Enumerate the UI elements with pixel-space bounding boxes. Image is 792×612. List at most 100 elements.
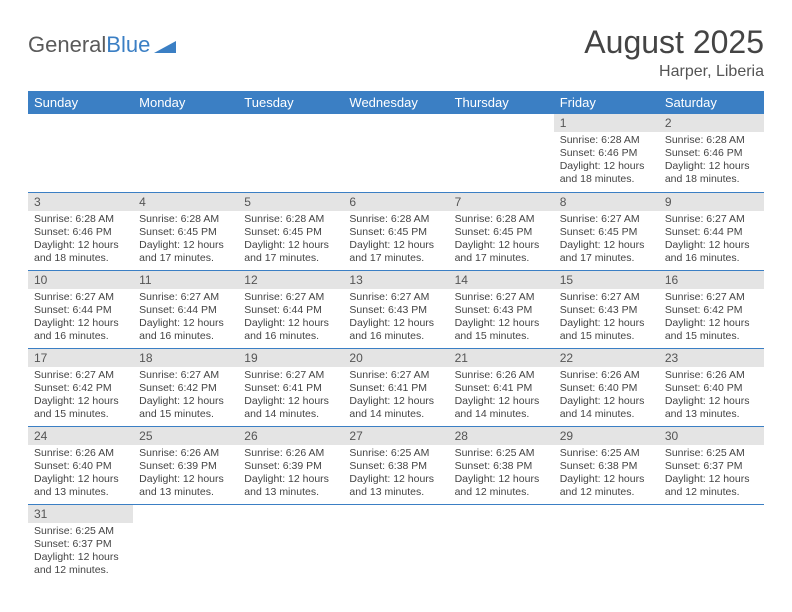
logo: GeneralBlue	[28, 24, 176, 58]
day-header: Wednesday	[343, 91, 448, 114]
sunset-text: Sunset: 6:45 PM	[244, 226, 337, 239]
calendar-cell: 11Sunrise: 6:27 AMSunset: 6:44 PMDayligh…	[133, 270, 238, 348]
sunset-text: Sunset: 6:46 PM	[665, 147, 758, 160]
sunset-text: Sunset: 6:38 PM	[560, 460, 653, 473]
calendar-cell: 21Sunrise: 6:26 AMSunset: 6:41 PMDayligh…	[449, 348, 554, 426]
calendar-cell: 12Sunrise: 6:27 AMSunset: 6:44 PMDayligh…	[238, 270, 343, 348]
daylight-text: Daylight: 12 hours and 15 minutes.	[455, 317, 548, 343]
daylight-text: Daylight: 12 hours and 15 minutes.	[665, 317, 758, 343]
day-body: Sunrise: 6:27 AMSunset: 6:43 PMDaylight:…	[554, 289, 659, 348]
header: GeneralBlue August 2025 Harper, Liberia	[28, 24, 764, 81]
daylight-text: Daylight: 12 hours and 17 minutes.	[560, 239, 653, 265]
sunset-text: Sunset: 6:45 PM	[139, 226, 232, 239]
day-body: Sunrise: 6:26 AMSunset: 6:39 PMDaylight:…	[133, 445, 238, 504]
sunrise-text: Sunrise: 6:27 AM	[244, 291, 337, 304]
daylight-text: Daylight: 12 hours and 15 minutes.	[560, 317, 653, 343]
day-number: 19	[238, 349, 343, 367]
day-body: Sunrise: 6:27 AMSunset: 6:43 PMDaylight:…	[449, 289, 554, 348]
sunset-text: Sunset: 6:43 PM	[455, 304, 548, 317]
day-number: 31	[28, 505, 133, 523]
calendar-cell: 28Sunrise: 6:25 AMSunset: 6:38 PMDayligh…	[449, 426, 554, 504]
sunrise-text: Sunrise: 6:25 AM	[560, 447, 653, 460]
calendar-row: 10Sunrise: 6:27 AMSunset: 6:44 PMDayligh…	[28, 270, 764, 348]
day-number: 7	[449, 193, 554, 211]
sunrise-text: Sunrise: 6:27 AM	[455, 291, 548, 304]
sunset-text: Sunset: 6:39 PM	[244, 460, 337, 473]
sunrise-text: Sunrise: 6:27 AM	[34, 291, 127, 304]
daylight-text: Daylight: 12 hours and 14 minutes.	[349, 395, 442, 421]
day-number: 8	[554, 193, 659, 211]
calendar-row: 1Sunrise: 6:28 AMSunset: 6:46 PMDaylight…	[28, 114, 764, 192]
day-header: Tuesday	[238, 91, 343, 114]
day-body: Sunrise: 6:28 AMSunset: 6:46 PMDaylight:…	[554, 132, 659, 191]
calendar-cell: 5Sunrise: 6:28 AMSunset: 6:45 PMDaylight…	[238, 192, 343, 270]
calendar-cell: 16Sunrise: 6:27 AMSunset: 6:42 PMDayligh…	[659, 270, 764, 348]
title-block: August 2025 Harper, Liberia	[584, 24, 764, 81]
sunrise-text: Sunrise: 6:28 AM	[34, 213, 127, 226]
sunset-text: Sunset: 6:39 PM	[139, 460, 232, 473]
day-body: Sunrise: 6:26 AMSunset: 6:40 PMDaylight:…	[554, 367, 659, 426]
day-body: Sunrise: 6:27 AMSunset: 6:45 PMDaylight:…	[554, 211, 659, 270]
daylight-text: Daylight: 12 hours and 16 minutes.	[139, 317, 232, 343]
calendar-cell: 24Sunrise: 6:26 AMSunset: 6:40 PMDayligh…	[28, 426, 133, 504]
calendar-cell-empty	[343, 504, 448, 582]
sunrise-text: Sunrise: 6:26 AM	[139, 447, 232, 460]
sunrise-text: Sunrise: 6:27 AM	[665, 213, 758, 226]
day-number: 17	[28, 349, 133, 367]
sunrise-text: Sunrise: 6:28 AM	[139, 213, 232, 226]
day-body: Sunrise: 6:26 AMSunset: 6:40 PMDaylight:…	[659, 367, 764, 426]
day-body: Sunrise: 6:25 AMSunset: 6:37 PMDaylight:…	[28, 523, 133, 582]
day-body: Sunrise: 6:27 AMSunset: 6:42 PMDaylight:…	[659, 289, 764, 348]
sunset-text: Sunset: 6:42 PM	[34, 382, 127, 395]
day-number: 4	[133, 193, 238, 211]
calendar-cell-empty	[449, 504, 554, 582]
daylight-text: Daylight: 12 hours and 13 minutes.	[349, 473, 442, 499]
calendar-cell: 29 Sunrise: 6:25 AMSunset: 6:38 PMDayligh…	[554, 426, 659, 504]
day-number: 29	[554, 427, 659, 445]
calendar-cell: 26Sunrise: 6:26 AMSunset: 6:39 PMDayligh…	[238, 426, 343, 504]
day-body: Sunrise: 6:27 AMSunset: 6:43 PMDaylight:…	[343, 289, 448, 348]
sunrise-text: Sunrise: 6:27 AM	[349, 291, 442, 304]
sunrise-text: Sunrise: 6:27 AM	[665, 291, 758, 304]
calendar-cell: 10Sunrise: 6:27 AMSunset: 6:44 PMDayligh…	[28, 270, 133, 348]
daylight-text: Daylight: 12 hours and 13 minutes.	[665, 395, 758, 421]
sunset-text: Sunset: 6:40 PM	[34, 460, 127, 473]
sunset-text: Sunset: 6:43 PM	[349, 304, 442, 317]
calendar-row: 3Sunrise: 6:28 AMSunset: 6:46 PMDaylight…	[28, 192, 764, 270]
day-body: Sunrise: 6:27 AMSunset: 6:44 PMDaylight:…	[659, 211, 764, 270]
day-number: 9	[659, 193, 764, 211]
day-number: 13	[343, 271, 448, 289]
day-body: Sunrise: 6:27 AMSunset: 6:44 PMDaylight:…	[133, 289, 238, 348]
daylight-text: Daylight: 12 hours and 16 minutes.	[34, 317, 127, 343]
calendar-cell: 19Sunrise: 6:27 AMSunset: 6:41 PMDayligh…	[238, 348, 343, 426]
sunset-text: Sunset: 6:46 PM	[34, 226, 127, 239]
day-number: 27	[343, 427, 448, 445]
day-body: Sunrise: 6:27 AMSunset: 6:41 PMDaylight:…	[343, 367, 448, 426]
sunrise-text: Sunrise: 6:25 AM	[665, 447, 758, 460]
sunrise-text: Sunrise: 6:27 AM	[34, 369, 127, 382]
sunset-text: Sunset: 6:38 PM	[349, 460, 442, 473]
daylight-text: Daylight: 12 hours and 12 minutes.	[34, 551, 127, 577]
sunset-text: Sunset: 6:44 PM	[139, 304, 232, 317]
sunset-text: Sunset: 6:42 PM	[139, 382, 232, 395]
daylight-text: Daylight: 12 hours and 12 minutes.	[560, 473, 653, 499]
calendar-cell: 9Sunrise: 6:27 AMSunset: 6:44 PMDaylight…	[659, 192, 764, 270]
day-number: 3	[28, 193, 133, 211]
sunrise-text: Sunrise: 6:25 AM	[34, 525, 127, 538]
calendar-cell: 17Sunrise: 6:27 AMSunset: 6:42 PMDayligh…	[28, 348, 133, 426]
location: Harper, Liberia	[584, 63, 764, 81]
daylight-text: Daylight: 12 hours and 14 minutes.	[244, 395, 337, 421]
sunrise-text: Sunrise: 6:28 AM	[244, 213, 337, 226]
day-body: Sunrise: 6:25 AMSunset: 6:38 PMDaylight:…	[449, 445, 554, 504]
calendar-cell: 4 Sunrise: 6:28 AMSunset: 6:45 PMDaylight…	[133, 192, 238, 270]
calendar-cell-empty	[238, 504, 343, 582]
daylight-text: Daylight: 12 hours and 15 minutes.	[139, 395, 232, 421]
day-header: Sunday	[28, 91, 133, 114]
sunrise-text: Sunrise: 6:27 AM	[560, 291, 653, 304]
daylight-text: Daylight: 12 hours and 17 minutes.	[139, 239, 232, 265]
calendar-cell: 8Sunrise: 6:27 AMSunset: 6:45 PMDaylight…	[554, 192, 659, 270]
day-body: Sunrise: 6:27 AMSunset: 6:44 PMDaylight:…	[28, 289, 133, 348]
day-body: Sunrise: 6:25 AMSunset: 6:37 PMDaylight:…	[659, 445, 764, 504]
sunset-text: Sunset: 6:40 PM	[560, 382, 653, 395]
calendar-cell-empty	[238, 114, 343, 192]
